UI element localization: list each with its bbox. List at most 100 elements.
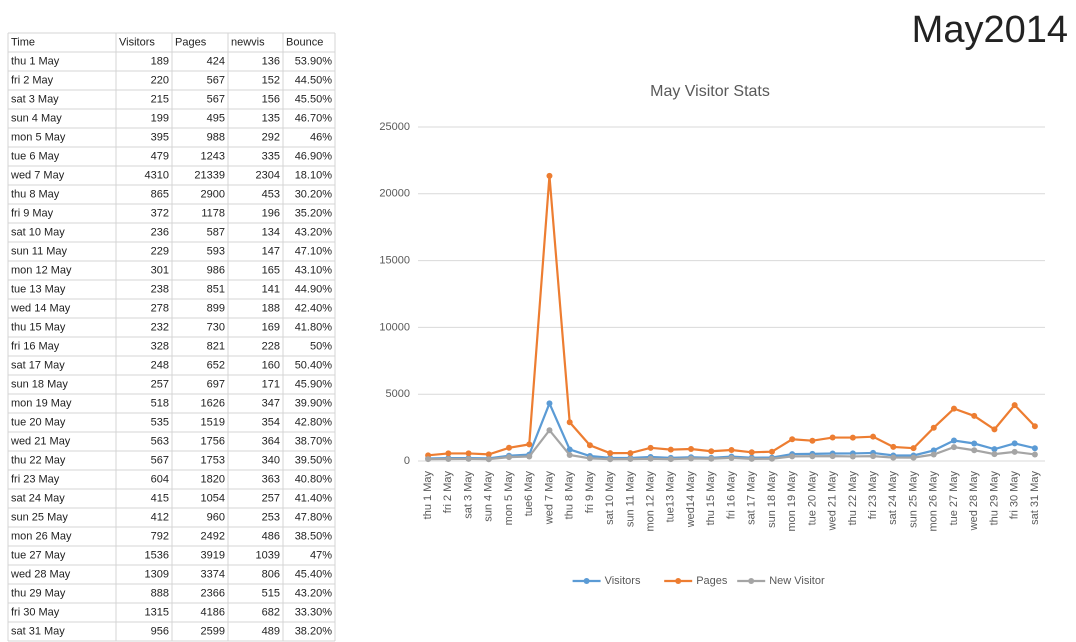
table-cell: 567 [151,454,169,466]
table-cell: 33.30% [295,606,333,618]
table-cell: 45.40% [295,568,333,580]
table-cell: 792 [151,530,169,542]
data-point [971,412,978,419]
table-cell: 38.70% [295,435,333,447]
table-cell: fri 16 May [11,340,60,352]
table-cell: 152 [262,74,280,86]
data-point [688,445,695,452]
column-header: Pages [175,36,207,48]
data-point [950,444,957,451]
table-cell: 199 [151,112,169,124]
data-point [566,419,573,426]
table-cell: 1243 [201,150,225,162]
x-tick-label: fri 16 May [725,471,737,520]
data-point [425,456,432,463]
data-point [890,454,897,461]
x-tick-label: thu 8 May [564,471,576,520]
data-point [910,454,917,461]
table-cell: 340 [262,454,280,466]
data-point [445,450,452,457]
legend-marker [748,578,755,584]
table-cell: tue 20 May [11,416,66,428]
table-cell: 1054 [201,492,225,504]
table-cell: mon 5 May [11,131,66,143]
table-cell: 1519 [201,416,225,428]
table-cell: thu 15 May [11,321,66,333]
table-cell: 188 [262,302,280,314]
data-point [728,454,735,461]
table-cell: thu 1 May [11,55,60,67]
table-cell: 45.90% [295,378,333,390]
table-cell: sat 10 May [11,226,65,238]
table-cell: 1626 [201,397,225,409]
data-point [546,427,553,434]
x-tick-label: wed 21 May [827,471,839,532]
table-cell: 2492 [201,530,225,542]
table-cell: 4186 [201,606,225,618]
data-point [526,453,533,460]
table-cell: 563 [151,435,169,447]
table-cell: 18.10% [295,169,333,181]
table-cell: 50.40% [295,359,333,371]
x-tick-label: tue 20 May [806,471,818,526]
table-cell: 41.40% [295,492,333,504]
x-tick-label: mon 26 May [928,471,940,532]
table-cell: tue 6 May [11,150,60,162]
data-point [485,451,492,458]
table-cell: 40.80% [295,473,333,485]
table-cell: 43.10% [295,264,333,276]
x-tick-label: sun 4 May [483,471,495,522]
table-cell: 44.50% [295,74,333,86]
x-tick-label: mon 5 May [503,471,515,526]
series-line [428,175,1036,457]
table-cell: 899 [207,302,225,314]
data-point [465,455,472,462]
table-cell: 2900 [201,188,225,200]
table-cell: thu 29 May [11,587,66,599]
table-cell: wed 14 May [10,302,71,314]
legend-marker [583,578,590,584]
table-cell: 364 [262,435,280,447]
data-point [667,446,674,453]
table-cell: 535 [151,416,169,428]
table-cell: 248 [151,359,169,371]
table-cell: 697 [207,378,225,390]
table-cell: 43.20% [295,587,333,599]
data-point [1011,440,1018,447]
data-point [768,455,775,462]
table-cell: sat 31 May [11,625,65,637]
legend-label: Pages [696,575,728,587]
table-cell: 1753 [201,454,225,466]
table-cell: 30.20% [295,188,333,200]
table-cell: 652 [207,359,225,371]
table-cell: 593 [207,245,225,257]
data-point [890,443,897,450]
column-header: Visitors [119,36,155,48]
table-cell: 515 [262,587,280,599]
table-cell: 136 [262,55,280,67]
table-cell: 135 [262,112,280,124]
table-cell: fri 23 May [11,473,60,485]
data-point [870,433,877,440]
column-header: Time [11,36,35,48]
table-cell: 806 [262,568,280,580]
x-tick-label: thu 29 May [988,471,1000,526]
data-point [546,400,553,407]
x-tick-label: wed14 May [685,471,697,529]
data-point [971,440,978,447]
data-point [930,424,937,431]
data-point [768,448,775,455]
table-cell: 604 [151,473,169,485]
data-point [748,449,755,456]
y-tick-label: 0 [404,455,410,467]
data-point [566,446,573,453]
data-point [748,455,755,462]
table-cell: 47.10% [295,245,333,257]
data-point [991,446,998,453]
data-point [445,455,452,462]
x-tick-label: fri 30 May [1009,471,1021,520]
table-cell: 21339 [194,169,225,181]
table-cell: 347 [262,397,280,409]
table-cell: sat 3 May [11,93,59,105]
data-point [849,434,856,441]
